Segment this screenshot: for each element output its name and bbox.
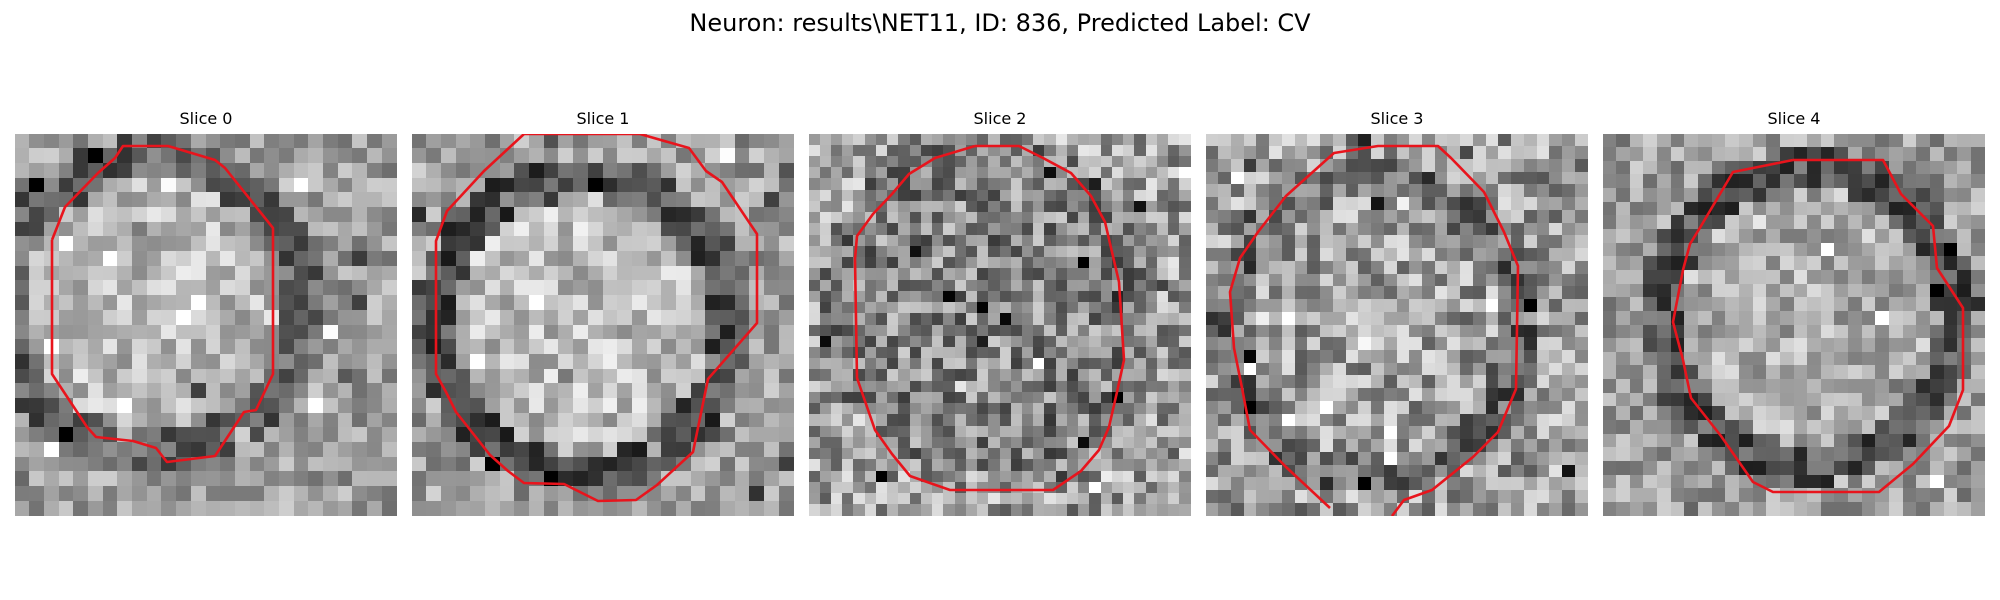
slice-panel-0: Slice 0 [15,108,397,518]
slice-title-4: Slice 4 [1767,109,1821,128]
slice-contour-overlay-3 [1228,144,1520,516]
slice-panel-4: Slice 4 [1603,108,1985,518]
slice-image-1 [412,134,794,516]
segmentation-contour-0 [50,144,275,464]
slice-title-0: Slice 0 [179,109,233,128]
segmentation-contour-2 [853,144,1126,492]
slice-title-2: Slice 2 [973,109,1027,128]
slice-title-1: Slice 1 [576,109,630,128]
slice-contour-overlay-2 [853,144,1126,492]
slice-image-0 [15,134,397,516]
slice-panel-1: Slice 1 [412,108,794,518]
slice-panel-2: Slice 2 [809,108,1191,518]
slice-image-4 [1603,134,1985,516]
segmentation-contour-4 [1671,158,1965,494]
slice-contour-overlay-4 [1671,158,1965,494]
slice-contour-overlay-1 [434,134,759,503]
segmentation-contour-3 [1228,144,1520,516]
slice-title-3: Slice 3 [1370,109,1424,128]
segmentation-contour-1 [434,134,759,503]
figure-title: Neuron: results\NET11, ID: 836, Predicte… [689,9,1311,37]
slice-image-2 [809,134,1191,516]
slice-contour-overlay-0 [50,144,275,464]
slice-image-3 [1206,134,1588,516]
slice-panel-3: Slice 3 [1206,108,1588,518]
